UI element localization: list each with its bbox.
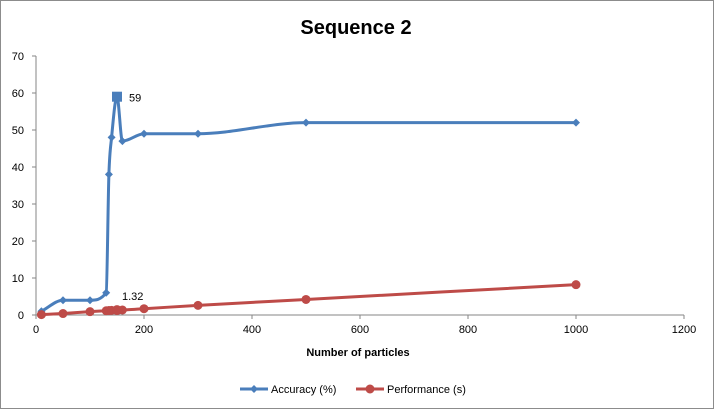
x-tick-label: 200 (135, 324, 153, 336)
y-tick-label: 30 (12, 199, 24, 211)
series-performance: 1.32 (36, 280, 581, 320)
x-axis-title: Number of particles (306, 347, 409, 359)
data-point (85, 307, 95, 317)
x-tick-label: 800 (459, 324, 477, 336)
data-point (58, 309, 68, 319)
x-tick-label: 1200 (672, 324, 696, 336)
data-point (193, 300, 203, 310)
x-axis: 0 200 400 600 800 1000 1200 (33, 314, 696, 336)
y-tick-label: 60 (12, 88, 24, 100)
x-tick-label: 1000 (564, 324, 588, 336)
data-point (118, 137, 127, 146)
y-tick-label: 70 (12, 51, 24, 63)
data-point (112, 91, 122, 102)
y-tick-label: 40 (12, 162, 24, 174)
legend-label: Performance (s) (387, 384, 466, 396)
plot-series: 591.32 (36, 91, 581, 320)
data-label: 59 (129, 93, 141, 105)
data-point (140, 129, 148, 138)
data-point (194, 129, 202, 138)
data-point (117, 305, 127, 315)
data-point (59, 296, 67, 305)
data-point (139, 304, 149, 314)
data-point (572, 118, 580, 127)
x-tick-label: 400 (243, 324, 261, 336)
data-point (107, 133, 116, 142)
legend-label: Accuracy (%) (271, 384, 336, 396)
chart-title: Sequence 2 (300, 17, 411, 39)
legend-item: Accuracy (%) (240, 384, 336, 396)
legend-swatch-marker (365, 384, 375, 394)
data-point (86, 296, 94, 305)
data-point (102, 288, 111, 297)
series-line (40, 95, 576, 313)
legend: Accuracy (%) Performance (s) (240, 384, 466, 396)
x-tick-label: 0 (33, 324, 39, 336)
data-point (301, 294, 311, 304)
data-point (36, 310, 46, 320)
y-axis: 0 10 20 30 40 50 60 70 (12, 51, 37, 322)
x-tick-label: 600 (351, 324, 369, 336)
data-point (571, 280, 581, 290)
y-tick-label: 50 (12, 125, 24, 137)
data-label: 1.32 (122, 291, 143, 303)
y-tick-label: 0 (18, 310, 24, 322)
data-point (302, 118, 310, 127)
y-tick-label: 20 (12, 236, 24, 248)
legend-item: Performance (s) (356, 384, 466, 396)
legend-swatch-marker (250, 385, 258, 393)
y-tick-label: 10 (12, 273, 24, 285)
data-point (104, 170, 113, 179)
series-accuracy: 59 (37, 91, 580, 316)
